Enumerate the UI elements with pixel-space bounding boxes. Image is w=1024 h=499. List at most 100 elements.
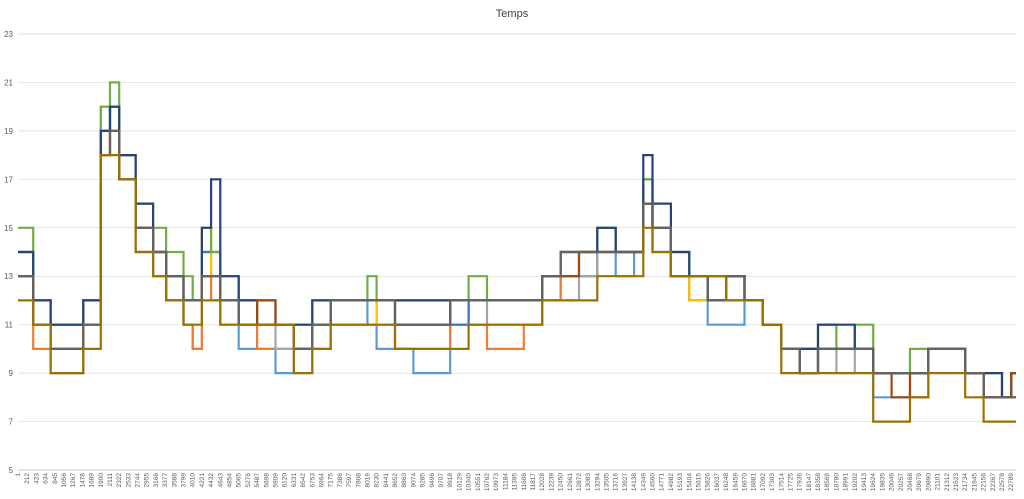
x-tick-label: 20046	[889, 473, 896, 491]
x-tick-label: 7597	[346, 473, 353, 488]
x-tick-label: 14771	[659, 473, 666, 491]
x-tick-label: 2322	[116, 473, 123, 488]
x-tick-label: 4643	[217, 473, 224, 488]
x-tick-label: 15404	[686, 473, 693, 491]
x-tick-label: 19413	[861, 473, 868, 491]
x-tick-label: 8863	[401, 473, 408, 488]
x-tick-label: 2533	[125, 473, 132, 488]
x-tick-label: 1900	[98, 473, 105, 488]
x-tick-label: 19835	[879, 473, 886, 491]
x-tick-label: 16459	[732, 473, 739, 491]
x-tick-label: 11395	[512, 473, 519, 491]
x-tick-label: 16037	[714, 473, 721, 491]
x-tick-label: 22156	[981, 473, 988, 491]
x-tick-label: 15193	[677, 473, 684, 491]
x-tick-label: 11817	[530, 473, 537, 491]
x-tick-label: 20890	[925, 473, 932, 491]
x-tick-label: 12450	[558, 473, 565, 491]
x-tick-label: 22367	[990, 473, 997, 491]
y-tick-label: 5	[9, 466, 14, 475]
y-tick-label: 19	[4, 127, 13, 136]
x-tick-label: 13716	[613, 473, 620, 491]
x-tick-label: 18780	[833, 473, 840, 491]
x-tick-label: 18569	[824, 473, 831, 491]
x-tick-label: 6120	[282, 473, 289, 488]
x-tick-label: 14138	[631, 473, 638, 491]
x-tick-label: 6964	[318, 473, 325, 488]
series-line	[18, 129, 1016, 399]
x-tick-label: 212	[24, 473, 31, 484]
x-tick-label: 17725	[787, 473, 794, 491]
x-tick-label: 9707	[438, 473, 445, 488]
x-tick-label: 19202	[852, 473, 859, 491]
x-tick-label: 8230	[374, 473, 381, 488]
x-tick-label: 21945	[971, 473, 978, 491]
x-tick-label: 9496	[429, 473, 436, 488]
chart-title: Temps	[495, 8, 529, 20]
x-tick-label: 21101	[935, 473, 942, 491]
x-tick-label: 12239	[548, 473, 555, 491]
x-tick-label: 3166	[153, 473, 160, 488]
x-tick-label: 14560	[650, 473, 657, 491]
x-tick-label: 13927	[622, 473, 629, 491]
x-tick-label: 17936	[797, 473, 804, 491]
x-tick-label: 12028	[539, 473, 546, 491]
x-tick-label: 10551	[475, 473, 482, 491]
x-tick-label: 4010	[190, 473, 197, 488]
x-tick-label: 7808	[355, 473, 362, 488]
x-tick-label: 16670	[741, 473, 748, 491]
y-tick-label: 7	[9, 418, 14, 427]
x-tick-label: 21734	[962, 473, 969, 491]
x-tick-label: 1267	[70, 473, 77, 488]
x-tick-label: 17303	[769, 473, 776, 491]
series-line	[18, 154, 1016, 423]
x-tick-label: 1689	[89, 473, 96, 488]
x-tick-label: 14982	[668, 473, 675, 491]
x-tick-label: 4854	[227, 473, 234, 488]
y-tick-label: 23	[4, 30, 13, 39]
x-tick-label: 22578	[999, 473, 1006, 491]
x-tick-label: 20468	[907, 473, 914, 491]
x-tick-label: 11606	[521, 473, 528, 491]
y-tick-label: 21	[4, 78, 13, 87]
x-tick-label: 9918	[447, 473, 454, 488]
series-line	[18, 81, 1016, 399]
x-tick-label: 5065	[236, 473, 243, 488]
x-tick-label: 2111	[107, 473, 114, 487]
x-tick-label: 21312	[944, 473, 951, 491]
x-tick-label: 17092	[760, 473, 767, 491]
x-tick-label: 21523	[953, 473, 960, 491]
x-tick-label: 7175	[328, 473, 335, 488]
y-tick-label: 15	[4, 224, 13, 233]
x-tick-label: 18147	[806, 473, 813, 491]
x-tick-label: 6542	[300, 473, 307, 488]
x-tick-label: 15615	[696, 473, 703, 491]
x-tick-label: 16881	[751, 473, 758, 491]
x-tick-label: 4221	[199, 473, 206, 488]
x-tick-label: 1	[15, 473, 22, 477]
y-tick-label: 11	[5, 321, 14, 330]
x-tick-label: 6753	[309, 473, 316, 488]
x-tick-label: 5698	[263, 473, 270, 488]
x-tick-label: 19624	[870, 473, 877, 491]
x-tick-label: 845	[52, 473, 59, 484]
x-tick-label: 1478	[79, 473, 86, 488]
x-tick-label: 5276	[245, 473, 252, 488]
x-tick-label: 14349	[640, 473, 647, 491]
x-tick-label: 8441	[383, 473, 390, 488]
x-tick-label: 9285	[420, 473, 427, 488]
x-tick-label: 15826	[705, 473, 712, 491]
x-tick-label: 3377	[162, 473, 169, 488]
x-tick-label: 10340	[466, 473, 473, 491]
x-tick-label: 8652	[392, 473, 399, 488]
y-tick-label: 9	[9, 369, 14, 378]
x-tick-label: 5909	[272, 473, 279, 488]
x-tick-label: 9074	[410, 473, 417, 488]
x-tick-label: 18358	[815, 473, 822, 491]
series-line	[18, 129, 1016, 399]
x-tick-label: 10973	[493, 473, 500, 491]
y-tick-label: 17	[4, 175, 13, 184]
series-group	[18, 81, 1016, 423]
x-tick-label: 13083	[585, 473, 592, 491]
